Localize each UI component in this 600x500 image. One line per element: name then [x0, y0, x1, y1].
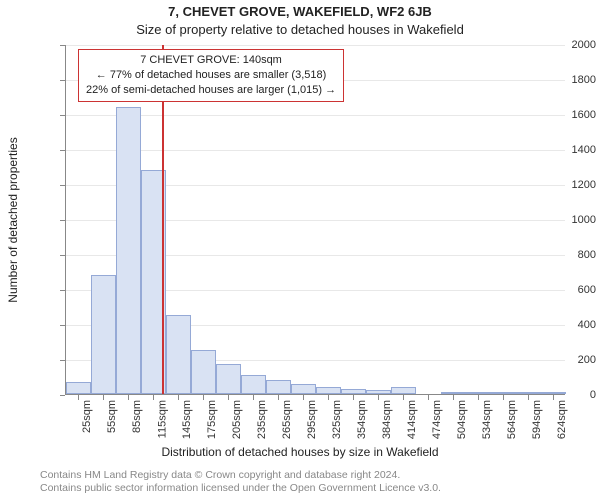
x-tick-mark [278, 395, 279, 400]
y-tick-mark [60, 220, 65, 221]
histogram-bar [191, 350, 216, 394]
x-tick-mark [378, 395, 379, 400]
x-tick-label: 235sqm [257, 400, 269, 439]
footer-line-2: Contains public sector information licen… [40, 482, 441, 496]
histogram-bar [466, 392, 491, 394]
y-tick-label: 1600 [541, 109, 596, 121]
histogram-bar [341, 389, 366, 394]
x-tick-mark [78, 395, 79, 400]
y-tick-label: 2000 [541, 39, 596, 51]
histogram-bar [241, 375, 266, 394]
y-tick-mark [60, 255, 65, 256]
histogram-bar [116, 107, 141, 394]
x-tick-mark [328, 395, 329, 400]
x-tick-label: 474sqm [432, 400, 444, 439]
annotation-line-3: 22% of semi-detached houses are larger (… [86, 83, 336, 98]
histogram-bar [216, 364, 241, 394]
x-tick-mark [478, 395, 479, 400]
annotation-line-1: 7 CHEVET GROVE: 140sqm [86, 53, 336, 68]
x-tick-mark [203, 395, 204, 400]
footer-line-1: Contains HM Land Registry data © Crown c… [40, 469, 441, 483]
y-tick-label: 800 [541, 249, 596, 261]
x-tick-mark [553, 395, 554, 400]
x-tick-label: 265sqm [282, 400, 294, 439]
x-tick-label: 564sqm [507, 400, 519, 439]
x-tick-label: 624sqm [557, 400, 569, 439]
histogram-bar [266, 380, 291, 394]
histogram-bar [91, 275, 116, 394]
y-tick-label: 400 [541, 319, 596, 331]
histogram-bar [441, 392, 466, 394]
x-tick-label: 205sqm [232, 400, 244, 439]
x-tick-label: 145sqm [182, 400, 194, 439]
chart-title: Size of property relative to detached ho… [0, 22, 600, 37]
annotation-line-2: ← 77% of detached houses are smaller (3,… [86, 68, 336, 83]
plot-area: 7 CHEVET GROVE: 140sqm← 77% of detached … [65, 45, 565, 395]
x-tick-mark [253, 395, 254, 400]
address-line: 7, CHEVET GROVE, WAKEFIELD, WF2 6JB [0, 4, 600, 19]
x-tick-label: 295sqm [307, 400, 319, 439]
x-tick-label: 534sqm [482, 400, 494, 439]
histogram-bar [166, 315, 191, 394]
x-tick-label: 354sqm [357, 400, 369, 439]
y-tick-mark [60, 395, 65, 396]
histogram-bar [291, 384, 316, 395]
y-tick-label: 200 [541, 354, 596, 366]
x-tick-label: 175sqm [207, 400, 219, 439]
gridline-h [66, 45, 565, 46]
histogram-bar [66, 382, 91, 394]
x-tick-label: 55sqm [107, 400, 119, 433]
x-tick-mark [228, 395, 229, 400]
x-tick-label: 85sqm [132, 400, 144, 433]
x-tick-label: 594sqm [532, 400, 544, 439]
histogram-bar [491, 392, 516, 394]
x-tick-label: 414sqm [407, 400, 419, 439]
x-tick-label: 504sqm [457, 400, 469, 439]
y-tick-mark [60, 325, 65, 326]
y-tick-mark [60, 290, 65, 291]
y-tick-mark [60, 115, 65, 116]
x-tick-mark [528, 395, 529, 400]
x-tick-mark [103, 395, 104, 400]
x-tick-mark [428, 395, 429, 400]
x-tick-mark [353, 395, 354, 400]
histogram-bar [316, 387, 341, 394]
y-tick-mark [60, 150, 65, 151]
y-tick-mark [60, 185, 65, 186]
x-tick-label: 325sqm [332, 400, 344, 439]
y-tick-label: 1800 [541, 74, 596, 86]
annotation-box: 7 CHEVET GROVE: 140sqm← 77% of detached … [78, 49, 344, 102]
y-axis-title: Number of detached properties [6, 137, 20, 302]
x-tick-mark [178, 395, 179, 400]
x-tick-mark [503, 395, 504, 400]
y-tick-label: 1000 [541, 214, 596, 226]
y-tick-mark [60, 45, 65, 46]
x-tick-mark [303, 395, 304, 400]
histogram-bar [516, 392, 541, 394]
x-axis-title: Distribution of detached houses by size … [0, 445, 600, 459]
attribution-footer: Contains HM Land Registry data © Crown c… [40, 469, 441, 496]
x-tick-mark [153, 395, 154, 400]
x-tick-label: 25sqm [82, 400, 94, 433]
y-tick-mark [60, 360, 65, 361]
x-tick-label: 384sqm [382, 400, 394, 439]
x-tick-mark [453, 395, 454, 400]
y-tick-label: 0 [541, 389, 596, 401]
x-tick-label: 115sqm [157, 400, 169, 438]
gridline-h [66, 115, 565, 116]
x-tick-mark [403, 395, 404, 400]
y-tick-label: 1400 [541, 144, 596, 156]
x-tick-mark [128, 395, 129, 400]
histogram-bar [366, 390, 391, 394]
y-tick-mark [60, 80, 65, 81]
y-tick-label: 600 [541, 284, 596, 296]
histogram-bar [391, 387, 416, 394]
y-tick-label: 1200 [541, 179, 596, 191]
gridline-h [66, 150, 565, 151]
